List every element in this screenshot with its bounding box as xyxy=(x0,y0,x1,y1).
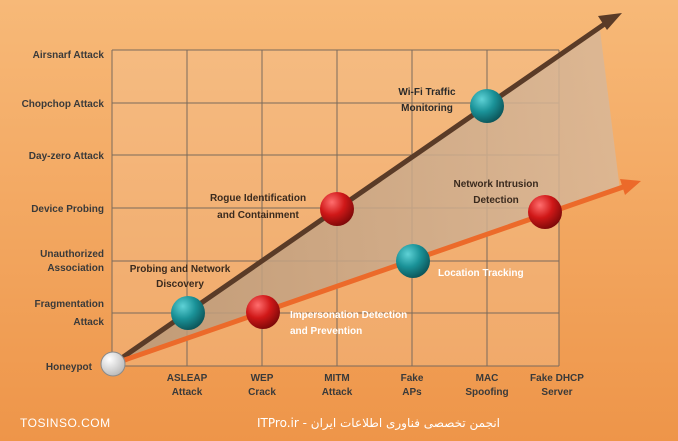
x-label: WEP xyxy=(251,373,274,384)
node-location xyxy=(396,244,430,278)
x-label: ASLEAP xyxy=(167,373,208,384)
x-label: Crack xyxy=(248,387,276,398)
footer-left-text: TOSINSO.COM xyxy=(20,416,111,430)
x-label: Spoofing xyxy=(465,387,508,398)
node-rogue xyxy=(320,192,354,226)
y-label: Device Probing xyxy=(31,204,104,215)
annotation-wifi: Monitoring xyxy=(401,103,453,114)
y-label: Unauthorized xyxy=(40,249,104,260)
annotation-rogue: Rogue Identification xyxy=(210,193,306,204)
x-label: Fake DHCP xyxy=(530,373,584,384)
y-axis-labels: Airsnarf Attack Chopchop Attack Day-zero… xyxy=(22,50,105,373)
y-label: Chopchop Attack xyxy=(22,99,105,110)
annotation-location: Location Tracking xyxy=(438,268,524,279)
footer: TOSINSO.COM ITPro.ir - انجمن تخصصی فناور… xyxy=(20,416,500,431)
y-label: Attack xyxy=(73,317,104,328)
annotation-probing: Probing and Network xyxy=(130,264,231,275)
annotations: Probing and Network Discovery Impersonat… xyxy=(130,87,539,337)
node-wifi xyxy=(470,89,504,123)
x-axis-labels: ASLEAP Attack WEP Crack MITM Attack Fake… xyxy=(167,373,585,398)
x-label: Server xyxy=(541,387,572,398)
y-label: Honeypot xyxy=(46,362,93,373)
annotation-intrusion: Network Intrusion xyxy=(453,179,538,190)
x-label: APs xyxy=(402,387,422,398)
y-label: Association xyxy=(47,263,104,274)
annotation-wifi: Wi-Fi Traffic xyxy=(398,87,456,98)
footer-right-text: ITPro.ir - انجمن تخصصی فناوری اطلاعات ای… xyxy=(257,416,500,431)
y-label: Airsnarf Attack xyxy=(33,50,105,61)
annotation-impersonation: Impersonation Detection xyxy=(290,310,407,321)
x-label: Attack xyxy=(322,387,353,398)
y-label: Fragmentation xyxy=(35,299,104,310)
x-label: MITM xyxy=(324,373,350,384)
node-intrusion xyxy=(528,195,562,229)
annotation-probing: Discovery xyxy=(156,279,204,290)
origin-node xyxy=(100,351,126,377)
annotation-impersonation: and Prevention xyxy=(290,326,362,337)
x-label: Fake xyxy=(401,373,424,384)
x-label: Attack xyxy=(172,387,203,398)
annotation-intrusion: Detection xyxy=(473,195,519,206)
annotation-rogue: and Containment xyxy=(217,210,299,221)
node-impersonation xyxy=(246,295,280,329)
node-probing xyxy=(171,296,205,330)
x-label: MAC xyxy=(476,373,499,384)
y-label: Day-zero Attack xyxy=(29,151,105,162)
